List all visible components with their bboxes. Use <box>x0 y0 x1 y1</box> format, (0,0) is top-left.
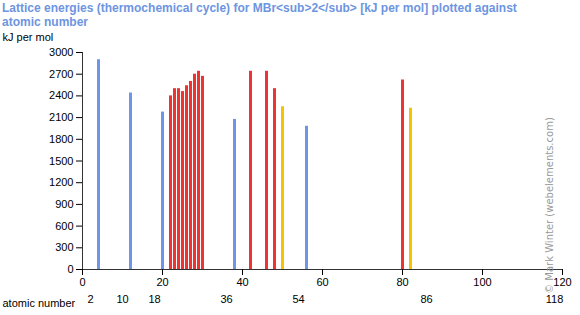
svg-text:600: 600 <box>55 220 73 232</box>
svg-text:40: 40 <box>236 276 248 288</box>
svg-text:60: 60 <box>316 276 328 288</box>
svg-text:120: 120 <box>553 276 571 288</box>
svg-text:2: 2 <box>87 293 93 305</box>
svg-text:atomic number: atomic number <box>3 297 76 309</box>
svg-text:300: 300 <box>55 241 73 253</box>
svg-text:3000: 3000 <box>49 46 73 58</box>
svg-text:1200: 1200 <box>49 176 73 188</box>
svg-text:100: 100 <box>473 276 491 288</box>
svg-text:18: 18 <box>148 293 160 305</box>
svg-text:2100: 2100 <box>49 111 73 123</box>
svg-text:36: 36 <box>220 293 232 305</box>
svg-text:1500: 1500 <box>49 155 73 167</box>
svg-text:54: 54 <box>292 293 304 305</box>
html-text:© Mark Winter (webelements.com: © Mark Winter (webelements.com) <box>544 117 556 294</box>
svg-text:118: 118 <box>546 293 564 305</box>
svg-text:1800: 1800 <box>49 133 73 145</box>
svg-text:86: 86 <box>420 293 432 305</box>
svg-text:900: 900 <box>55 198 73 210</box>
html-text:Lattice energies (thermochemic: Lattice energies (thermochemical cycle) … <box>2 1 517 29</box>
svg-text:2700: 2700 <box>49 68 73 80</box>
svg-text:20: 20 <box>156 276 168 288</box>
svg-text:10: 10 <box>116 293 128 305</box>
svg-text:kJ per mol: kJ per mol <box>3 31 54 43</box>
svg-text:0: 0 <box>79 276 85 288</box>
svg-text:2400: 2400 <box>49 89 73 101</box>
svg-text:0: 0 <box>67 263 73 275</box>
svg-text:80: 80 <box>396 276 408 288</box>
